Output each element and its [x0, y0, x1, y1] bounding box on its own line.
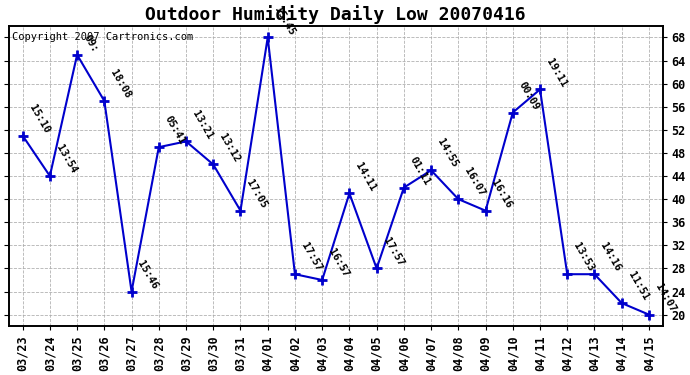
Text: 17:57: 17:57: [381, 236, 405, 268]
Text: 15:45: 15:45: [272, 4, 296, 37]
Text: 13:12: 13:12: [217, 132, 241, 164]
Text: 17:05: 17:05: [245, 178, 269, 210]
Text: 17:57: 17:57: [299, 242, 324, 273]
Text: 13:21: 13:21: [190, 108, 215, 141]
Text: 13:53: 13:53: [571, 242, 595, 273]
Text: 16:57: 16:57: [326, 247, 351, 279]
Text: 19:11: 19:11: [544, 57, 569, 88]
Text: 16:16: 16:16: [490, 178, 514, 210]
Text: 15:10: 15:10: [27, 103, 51, 135]
Text: 00:09: 00:09: [517, 80, 541, 112]
Text: 14:55: 14:55: [435, 137, 460, 170]
Text: 11:51: 11:51: [626, 270, 650, 302]
Text: 13:54: 13:54: [54, 143, 79, 175]
Text: 18:08: 18:08: [108, 68, 132, 100]
Text: 14:07: 14:07: [653, 282, 678, 314]
Text: 01:11: 01:11: [408, 155, 433, 187]
Text: 09:: 09:: [81, 33, 99, 54]
Text: 15:46: 15:46: [136, 259, 160, 291]
Text: Copyright 2007 Cartronics.com: Copyright 2007 Cartronics.com: [12, 32, 194, 42]
Text: 05:41: 05:41: [163, 114, 187, 146]
Text: 16:07: 16:07: [462, 166, 486, 198]
Text: 14:16: 14:16: [599, 242, 623, 273]
Title: Outdoor Humidity Daily Low 20070416: Outdoor Humidity Daily Low 20070416: [146, 5, 526, 24]
Text: 14:11: 14:11: [353, 160, 378, 193]
